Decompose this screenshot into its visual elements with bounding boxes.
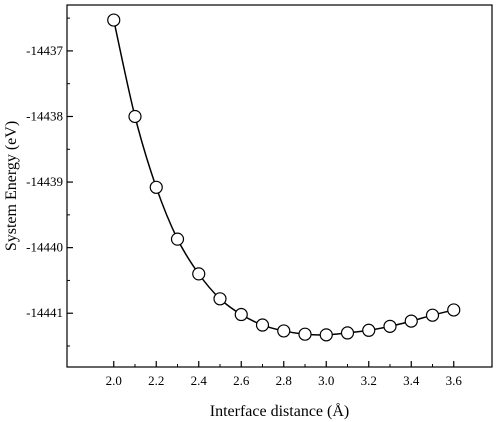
data-point (255, 318, 270, 332)
x-tick-label: 2.8 (276, 373, 292, 388)
x-tick-label: 3.4 (403, 373, 420, 388)
y-tick-label: -14437 (26, 43, 63, 58)
x-axis-ticks: 2.0 2.2 2.4 2.6 2.8 3.0 3.2 3.4 3.6 (106, 361, 463, 388)
data-point (192, 267, 206, 281)
x-tick-label: 2.0 (106, 373, 122, 388)
data-point (319, 328, 333, 342)
data-point (447, 303, 461, 317)
y-tick-label: -14440 (26, 240, 63, 255)
series-line (113, 19, 454, 336)
data-point (340, 326, 355, 340)
data-point (298, 327, 312, 341)
data-point (170, 232, 185, 246)
data-point (234, 307, 248, 322)
data-point (383, 319, 397, 333)
data-point (277, 324, 291, 338)
x-tick-label: 3.6 (446, 373, 463, 388)
data-points (107, 13, 461, 342)
y-axis-ticks: -14437 -14438 -14439 -14440 -14441 (26, 17, 73, 347)
x-tick-label: 2.6 (233, 373, 250, 388)
y-tick-label: -14441 (26, 305, 63, 320)
x-tick-label: 3.0 (318, 373, 334, 388)
y-tick-label: -14439 (26, 174, 63, 189)
x-tick-label: 2.4 (191, 373, 208, 388)
data-point (404, 314, 418, 328)
data-point (425, 308, 440, 322)
x-axis-title: Interface distance (Å) (210, 402, 349, 420)
x-tick-label: 3.2 (361, 373, 377, 388)
y-tick-label: -14438 (26, 108, 63, 123)
data-point (107, 13, 121, 27)
plot-frame (66, 4, 493, 368)
data-point (128, 109, 142, 124)
x-tick-label: 2.2 (148, 373, 164, 388)
data-point (362, 323, 376, 337)
data-point (149, 180, 163, 194)
y-axis-title: System Energy (eV) (3, 121, 20, 251)
data-point (213, 292, 227, 306)
